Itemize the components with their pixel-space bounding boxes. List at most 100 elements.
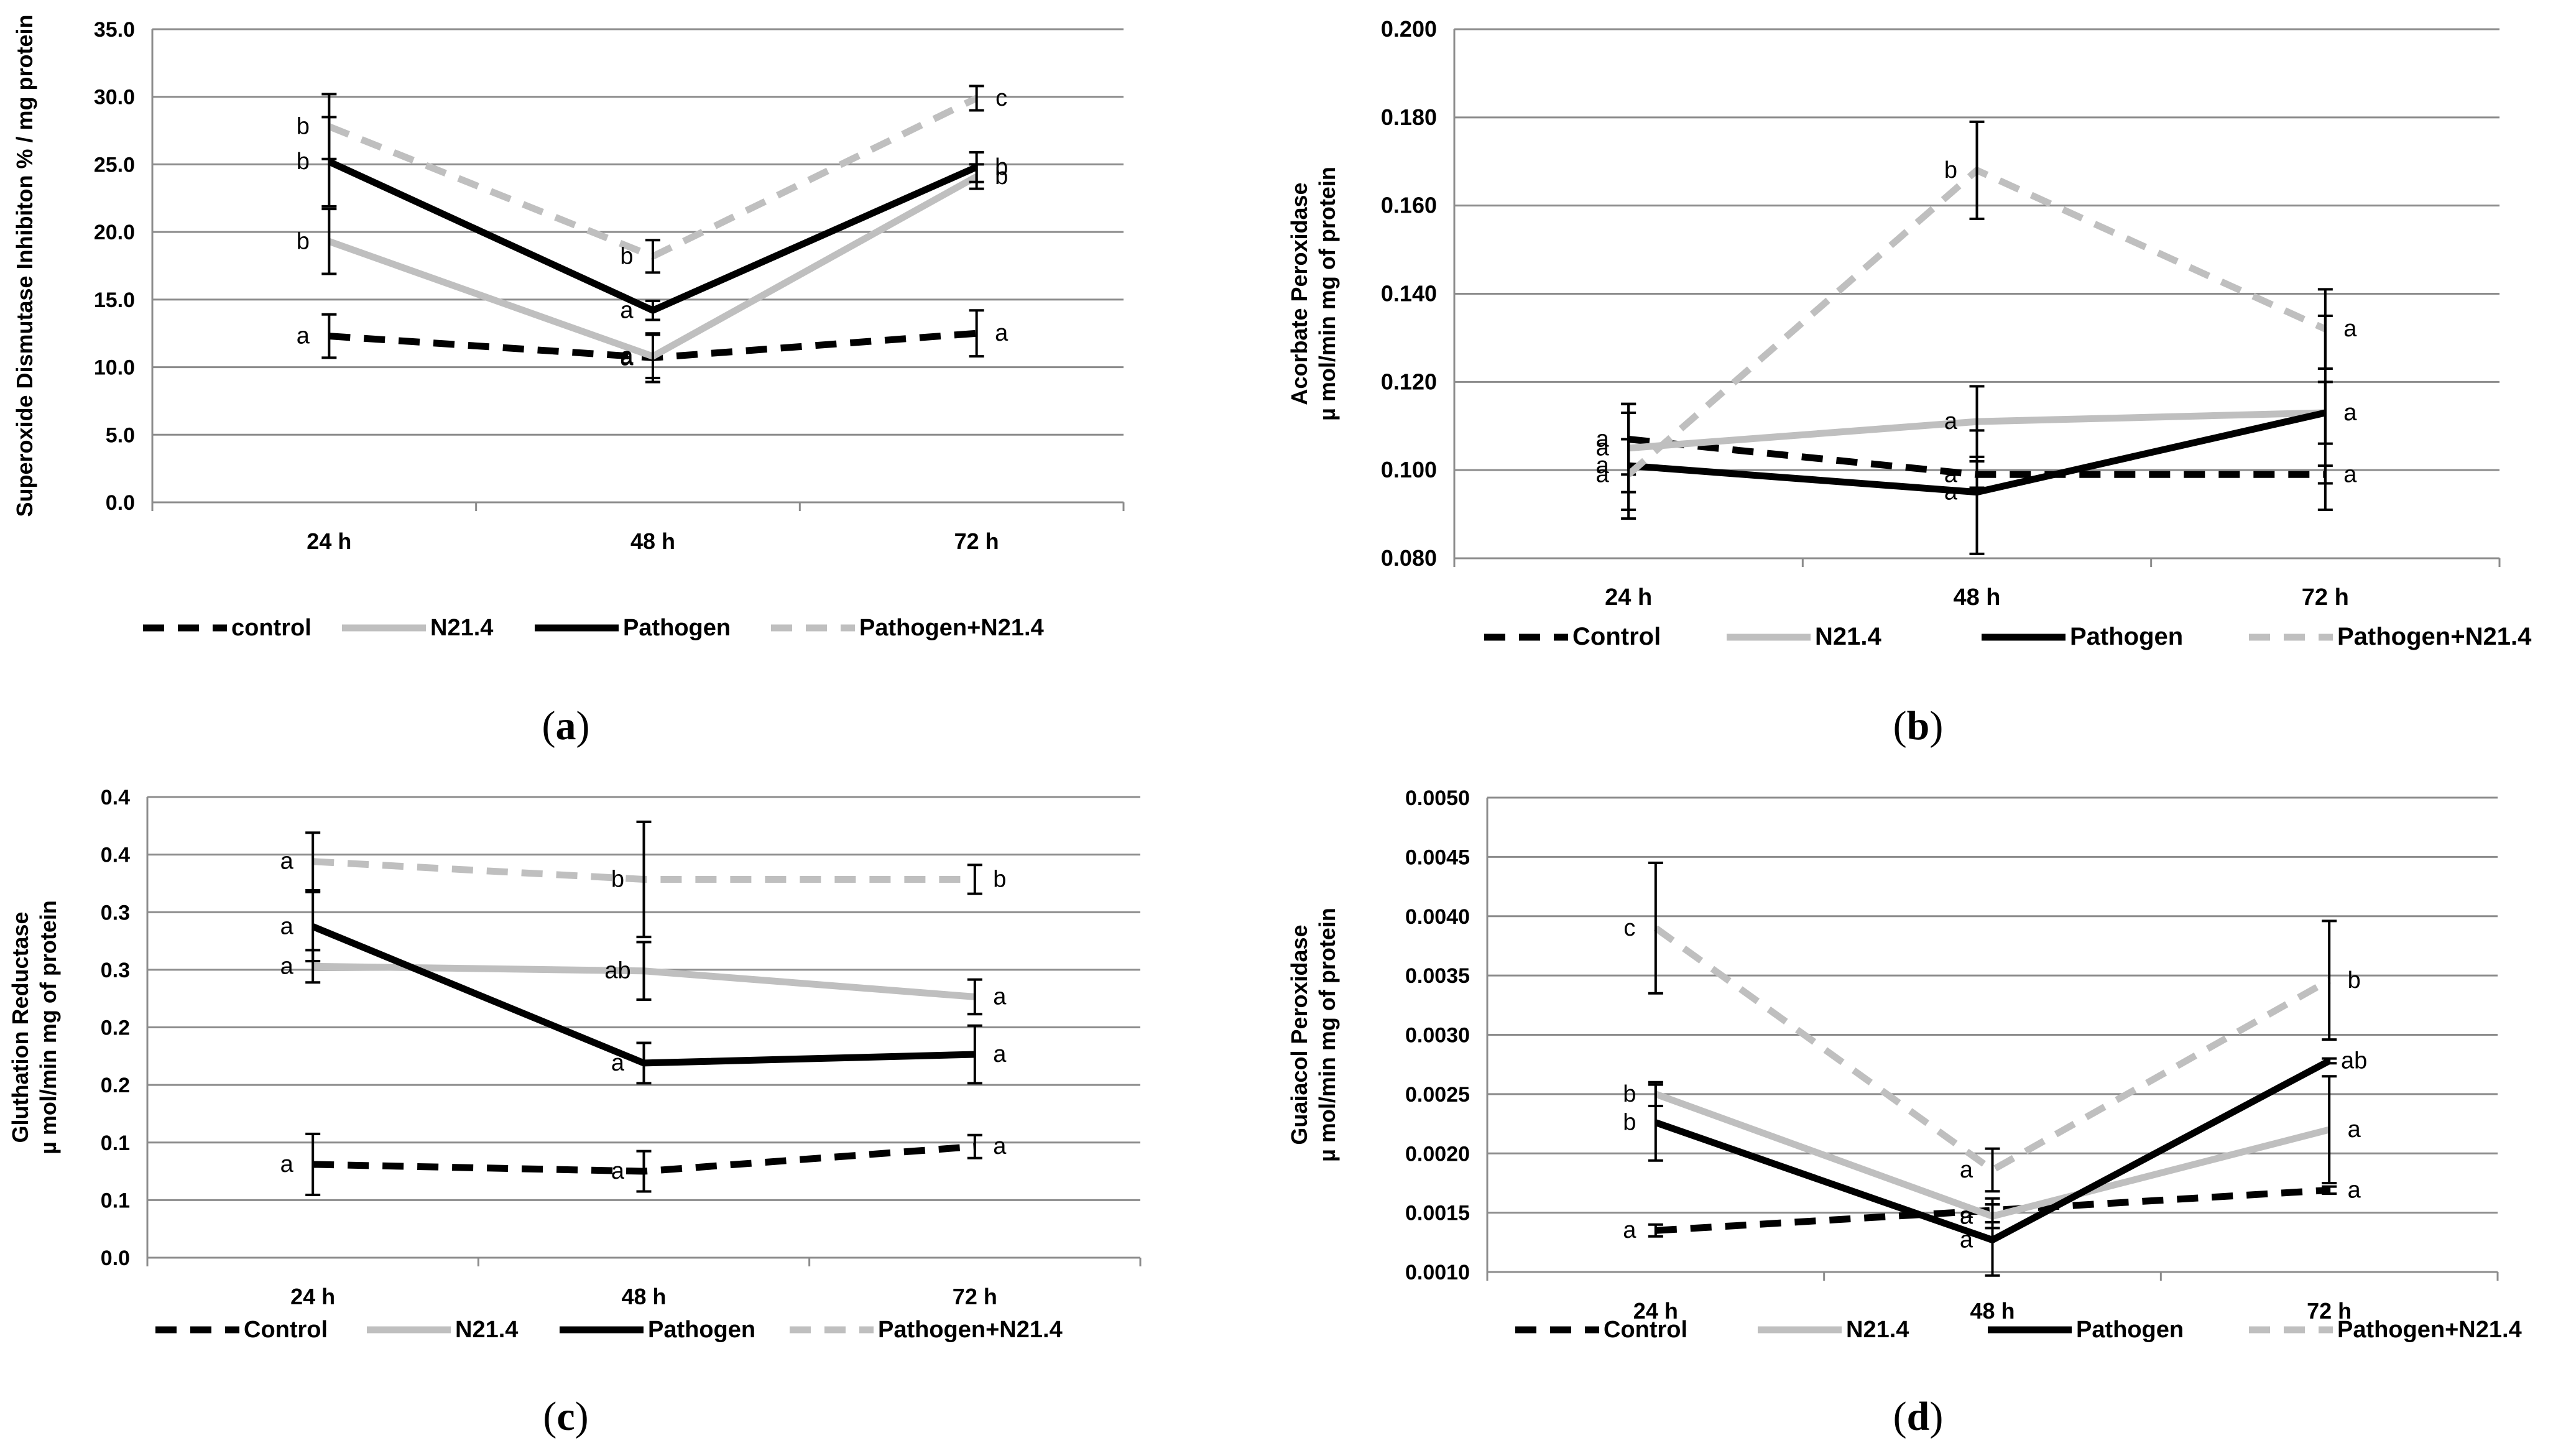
y-tick-label: 20.0 bbox=[94, 221, 135, 244]
significance-letter: b bbox=[993, 866, 1006, 892]
y-tick-label: 0.200 bbox=[1381, 16, 1437, 42]
significance-letter: b bbox=[297, 149, 310, 175]
significance-letter: c bbox=[995, 85, 1007, 111]
panel-label-a: (a) bbox=[542, 703, 590, 749]
significance-letter: a bbox=[2348, 1117, 2361, 1143]
significance-letter: c bbox=[1623, 915, 1635, 941]
significance-letter: a bbox=[280, 913, 294, 939]
significance-letter: b bbox=[1944, 157, 1957, 183]
series-line-pathogen_n21 bbox=[1653, 925, 2331, 1174]
significance-letter: b bbox=[297, 114, 310, 140]
legend-label-pathogen_n21: Pathogen+N21.4 bbox=[2337, 1317, 2522, 1343]
y-axis-title: µ mol/min mg of protein bbox=[35, 900, 61, 1154]
significance-letter: b bbox=[297, 228, 310, 254]
significance-letter: a bbox=[993, 1133, 1007, 1159]
legend-label-n21: N21.4 bbox=[1846, 1317, 1909, 1343]
x-tick-label: 72 h bbox=[953, 1284, 997, 1309]
significance-letter: a bbox=[1596, 435, 1610, 461]
significance-letter: a bbox=[620, 343, 634, 369]
y-tick-label: 0.0030 bbox=[1405, 1024, 1470, 1048]
significance-letter: a bbox=[993, 1041, 1007, 1067]
x-tick-label: 48 h bbox=[630, 528, 675, 554]
y-tick-label: 0.0 bbox=[101, 1246, 130, 1270]
chart-panel-a: 0.0 5.0 10.0 15.0 20.0 25.0 30.0 35.0 24 h 48 h 72… bbox=[0, 0, 1285, 749]
significance-letter: a bbox=[297, 323, 310, 349]
x-tick-label: 48 h bbox=[621, 1284, 666, 1309]
legend-label-pathogen_n21: Pathogen+N21.4 bbox=[2337, 623, 2532, 650]
y-tick-label: 0.140 bbox=[1381, 281, 1437, 306]
significance-letter: ab bbox=[604, 958, 630, 984]
significance-letter: a bbox=[995, 320, 1009, 346]
y-tick-label: 0.1 bbox=[101, 1131, 130, 1155]
significance-letter: b bbox=[1623, 1081, 1636, 1107]
legend-label-pathogen_n21: Pathogen+N21.4 bbox=[859, 615, 1044, 641]
y-tick-label: 0.2 bbox=[101, 1016, 130, 1040]
significance-letter: b bbox=[2348, 967, 2361, 993]
significance-letter: a bbox=[1596, 453, 1610, 479]
y-tick-label: 25.0 bbox=[94, 153, 135, 177]
y-tick-label: 0.0025 bbox=[1405, 1083, 1470, 1107]
significance-letter: a bbox=[611, 1050, 625, 1076]
significance-letter: a bbox=[280, 1151, 294, 1177]
y-axis-title: Superoxide Dismutase Inhibiton % / mg pr… bbox=[12, 14, 37, 517]
significance-letter: a bbox=[1596, 461, 1610, 487]
chart-panel-b: 0.080 0.100 0.120 0.140 0.160 0.180 0.200 24 h 4… bbox=[1285, 0, 2571, 749]
significance-letter: a bbox=[1623, 1217, 1636, 1243]
x-tick-label: 72 h bbox=[2302, 584, 2349, 611]
y-axis-title: Guaiacol Peroxidase bbox=[1286, 924, 1312, 1145]
y-tick-label: 0.100 bbox=[1381, 457, 1437, 482]
y-tick-label: 0.0035 bbox=[1405, 964, 1470, 988]
legend-label-control: Control bbox=[244, 1317, 328, 1343]
significance-letter: a bbox=[1944, 461, 1958, 487]
y-tick-label: 0.0020 bbox=[1405, 1142, 1470, 1166]
x-tick-label: 48 h bbox=[1953, 584, 2000, 611]
series-line-control bbox=[1655, 1186, 2330, 1234]
legend-label-control: control bbox=[231, 615, 312, 641]
x-tick-label: 48 h bbox=[1970, 1298, 2015, 1324]
legend-label-control: Control bbox=[1604, 1317, 1687, 1343]
panel-label-b: (b) bbox=[1893, 703, 1944, 749]
legend-label-pathogen_n21: Pathogen+N21.4 bbox=[878, 1317, 1063, 1343]
significance-letter: a bbox=[2343, 400, 2357, 426]
significance-letter: a bbox=[1944, 408, 1958, 435]
y-tick-label: 0.4 bbox=[101, 786, 130, 809]
y-tick-label: 0.160 bbox=[1381, 193, 1437, 218]
significance-letter: a bbox=[1596, 426, 1610, 453]
x-tick-label: 24 h bbox=[1633, 1298, 1678, 1324]
y-axis-title: Gluthation Reductase bbox=[7, 911, 33, 1143]
significance-letter: a bbox=[2343, 461, 2357, 487]
y-axis-title: µ mol/min mg of protein bbox=[1314, 908, 1340, 1162]
y-tick-label: 0.120 bbox=[1381, 369, 1437, 394]
y-axis-title: Acorbate Peroxidase bbox=[1286, 182, 1312, 405]
significance-letter: a bbox=[2343, 316, 2357, 342]
x-tick-label: 24 h bbox=[1605, 584, 1652, 611]
y-tick-label: 30.0 bbox=[94, 86, 135, 109]
legend-label-n21: N21.4 bbox=[455, 1317, 518, 1343]
significance-letter: a bbox=[1960, 1227, 1973, 1253]
significance-letter: a bbox=[620, 297, 634, 323]
y-tick-label: 0.3 bbox=[101, 959, 130, 982]
x-tick-label: 72 h bbox=[2307, 1298, 2352, 1324]
significance-letter: a bbox=[1960, 1157, 1973, 1183]
y-tick-label: 35.0 bbox=[94, 18, 135, 42]
significance-letter: b bbox=[995, 164, 1008, 190]
significance-letter: a bbox=[280, 953, 294, 979]
y-tick-label: 0.0050 bbox=[1405, 786, 1470, 810]
significance-letter: a bbox=[2343, 400, 2357, 426]
y-tick-label: 0.2 bbox=[101, 1074, 130, 1097]
legend-label-pathogen: Pathogen bbox=[623, 615, 731, 641]
y-tick-label: 0.180 bbox=[1381, 104, 1437, 130]
panel-label-c: (c) bbox=[543, 1394, 589, 1439]
y-tick-label: 0.080 bbox=[1381, 545, 1437, 571]
significance-letter: a bbox=[280, 849, 294, 875]
y-tick-label: 0.4 bbox=[101, 844, 130, 867]
chart-svg-d: 0.0010 0.0015 0.0020 0.0025 0.0030 0.0035 0.00… bbox=[1286, 786, 2522, 1343]
y-tick-label: 5.0 bbox=[106, 423, 135, 447]
x-tick-label: 24 h bbox=[290, 1284, 335, 1309]
significance-letter: ab bbox=[2341, 1048, 2367, 1074]
x-tick-label: 72 h bbox=[954, 528, 999, 554]
significance-letter: b bbox=[995, 154, 1008, 180]
y-tick-label: 0.0045 bbox=[1405, 845, 1470, 869]
significance-letter: a bbox=[611, 1158, 625, 1184]
significance-letter: a bbox=[1944, 479, 1958, 505]
